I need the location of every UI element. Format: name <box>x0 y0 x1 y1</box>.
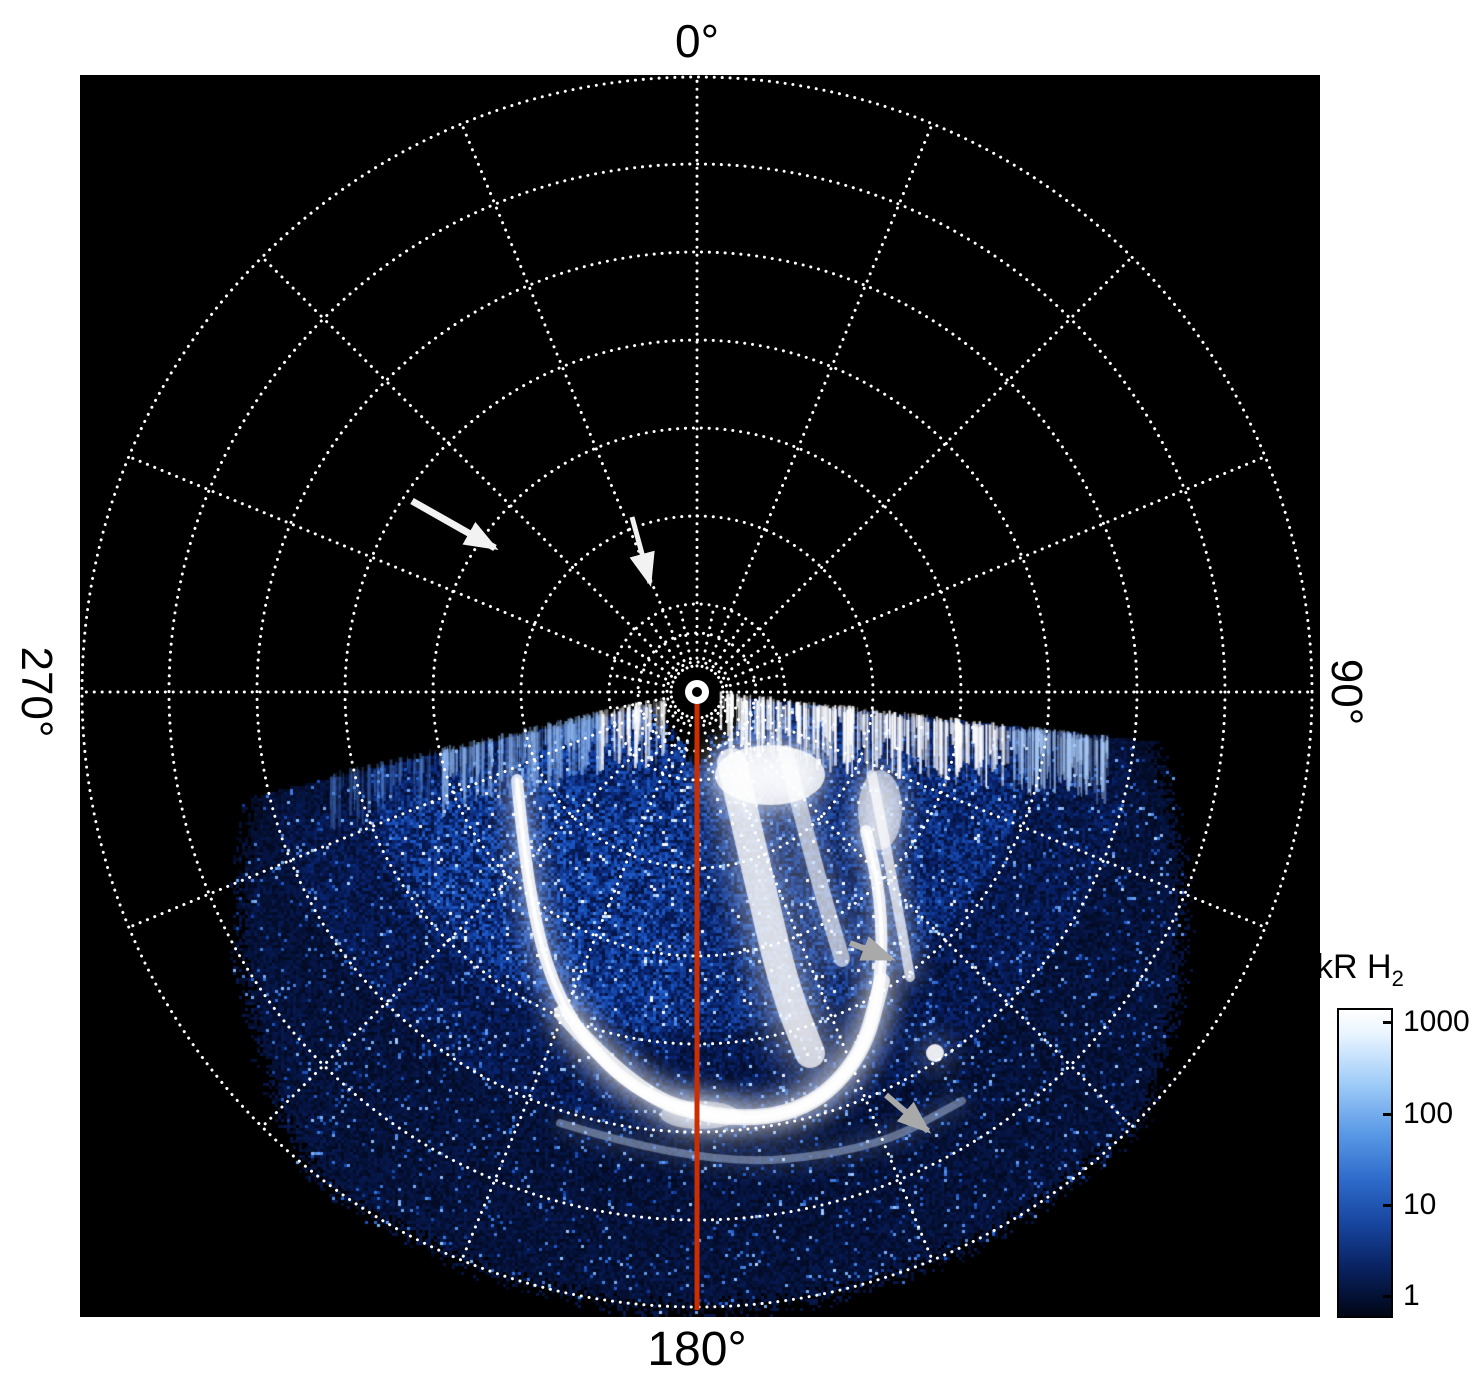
grid-spoke <box>705 714 934 1262</box>
grid-spoke-short <box>721 673 785 689</box>
pole-marker-center <box>692 687 702 697</box>
angle-label-90: 90° <box>1322 658 1371 726</box>
colorbar-title-text: kR H <box>1316 948 1392 986</box>
colorbar-tick-label-100: 100 <box>1403 1097 1454 1130</box>
colorbar-tick-mark-100 <box>1383 1113 1392 1116</box>
angle-label-0: 0° <box>675 15 719 67</box>
grid-spoke <box>260 255 681 676</box>
grid-spoke-short <box>678 716 694 780</box>
grid-spoke <box>713 708 1134 1129</box>
annotation-arrow-white-small <box>629 516 655 587</box>
grid-spoke <box>719 455 1267 684</box>
angle-label-180: 180° <box>647 1323 747 1376</box>
grid-spoke-short <box>709 712 748 767</box>
grid-spoke-short <box>709 617 748 672</box>
grid-ring <box>255 250 1139 1134</box>
grid-spoke <box>127 700 675 929</box>
colorbar-tick-label-10: 10 <box>1403 1188 1437 1221</box>
colorbar-title-subscript: 2 <box>1391 965 1404 991</box>
angle-label-270: 270° <box>12 646 61 738</box>
colorbar-title: kR H2 <box>1316 948 1404 992</box>
grid-spoke <box>127 455 675 684</box>
grid-spoke-short <box>717 704 772 743</box>
polar-plot-area <box>80 75 1320 1317</box>
annotation-arrow-white-large <box>410 497 499 552</box>
grid-spoke <box>260 708 681 1129</box>
grid-spoke-short <box>609 695 673 711</box>
grid-spoke-short <box>717 641 772 680</box>
grid-spoke <box>705 122 934 670</box>
annotation-arrow-gray-upper <box>848 936 896 962</box>
grid-spoke-short <box>646 712 685 767</box>
grid-spoke-short <box>700 604 716 668</box>
grid-spoke <box>719 700 1267 929</box>
colorbar-tick-mark-1 <box>1383 1295 1392 1298</box>
colorbar-tick-mark-1000 <box>1383 1021 1392 1024</box>
grid-spoke-short <box>622 641 677 680</box>
colorbar-gradient <box>1337 1008 1393 1318</box>
colorbar: 1000 100 10 1 <box>1337 1005 1470 1318</box>
grid-spoke-short <box>622 704 677 743</box>
polar-grid-overlay <box>80 75 1314 1310</box>
grid-spoke <box>460 714 689 1262</box>
grid-spoke <box>460 122 689 670</box>
grid-ring <box>80 75 1314 1309</box>
grid-spoke-short <box>609 673 673 689</box>
colorbar-tick-mark-10 <box>1383 1204 1392 1207</box>
grid-spoke-short <box>678 604 694 668</box>
annotation-arrow-gray-lower <box>884 1092 932 1134</box>
grid-spoke <box>713 255 1134 676</box>
colorbar-tick-label-1: 1 <box>1403 1279 1420 1312</box>
grid-spoke-short <box>721 695 785 711</box>
colorbar-tick-label-1000: 1000 <box>1403 1005 1470 1038</box>
grid-spoke-short <box>700 716 716 780</box>
grid-spoke-short <box>646 617 685 672</box>
